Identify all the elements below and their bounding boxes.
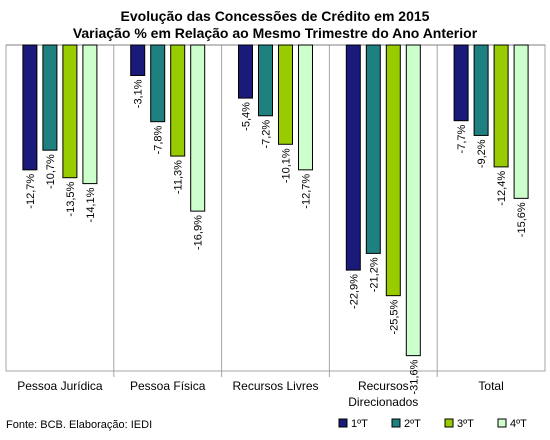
bar — [513, 44, 529, 199]
chart-subtitle: Variação % em Relação ao Mesmo Trimestre… — [73, 25, 478, 41]
data-label: -25,5% — [388, 299, 400, 334]
category-label: Recursos Livres — [232, 379, 318, 393]
data-label: -7,8% — [153, 125, 165, 154]
data-label: -16,9% — [193, 215, 205, 250]
data-label: -12,7% — [301, 174, 313, 209]
category-label: Total — [478, 379, 503, 393]
bar — [405, 44, 421, 357]
data-label: -31,6% — [408, 359, 420, 394]
data-label: -9,2% — [476, 139, 488, 168]
data-label: -11,3% — [173, 160, 185, 194]
data-label: -10,1% — [281, 148, 293, 183]
legend-swatch — [444, 418, 454, 428]
legend-label: 1ºT — [351, 418, 368, 430]
bar — [238, 44, 253, 99]
bar — [473, 44, 489, 136]
data-label: -7,2% — [261, 120, 273, 149]
data-label: -12,4% — [496, 171, 508, 206]
data-label: -3,1% — [133, 79, 145, 108]
legend-label: 4ºT — [510, 418, 527, 430]
bar — [22, 44, 38, 171]
bar — [258, 44, 273, 117]
data-label: -12,7% — [25, 174, 37, 209]
legend-swatch — [391, 418, 401, 428]
data-label: -7,7% — [456, 124, 468, 153]
data-label: -10,7% — [45, 154, 57, 189]
legend-label: 2ºT — [404, 418, 421, 430]
chart-title: Evolução das Concessões de Crédito em 20… — [121, 8, 430, 24]
bar — [493, 44, 509, 168]
bar — [365, 44, 381, 254]
bar — [298, 44, 313, 171]
bar — [170, 44, 186, 157]
data-label: -15,6% — [516, 202, 528, 237]
bar — [278, 44, 293, 145]
bar — [345, 44, 361, 271]
legend: 1ºT 2ºT 3ºT 4ºT — [338, 418, 527, 430]
category-label: Pessoa Física — [130, 379, 206, 393]
legend-swatch — [338, 418, 348, 428]
plot-area: -12,7% -10,7% -13,5% -14,1% -3,1% -7,8% -11,3%… — [5, 44, 546, 394]
bar — [453, 44, 469, 122]
category-labels: Pessoa Jurídica Pessoa Física Recursos Liv… — [17, 379, 504, 409]
category-label: Recursos — [358, 379, 409, 393]
data-label: -22,9% — [348, 274, 360, 309]
source-note: Fonte: BCB. Elaboração: IEDI — [6, 419, 152, 431]
data-label: -5,4% — [241, 102, 253, 131]
data-label: -14,1% — [85, 187, 97, 222]
bar — [130, 44, 146, 76]
bar — [190, 44, 206, 212]
bar — [385, 44, 401, 297]
bar — [62, 44, 78, 179]
data-label: -13,5% — [65, 181, 77, 216]
category-label: Pessoa Jurídica — [17, 379, 103, 393]
legend-label: 3ºT — [457, 418, 474, 430]
bar — [82, 44, 98, 185]
bar — [42, 44, 58, 151]
data-label: -21,2% — [368, 257, 380, 292]
legend-swatch — [497, 418, 507, 428]
bar — [150, 44, 166, 123]
category-label: Direcionados — [348, 395, 418, 409]
